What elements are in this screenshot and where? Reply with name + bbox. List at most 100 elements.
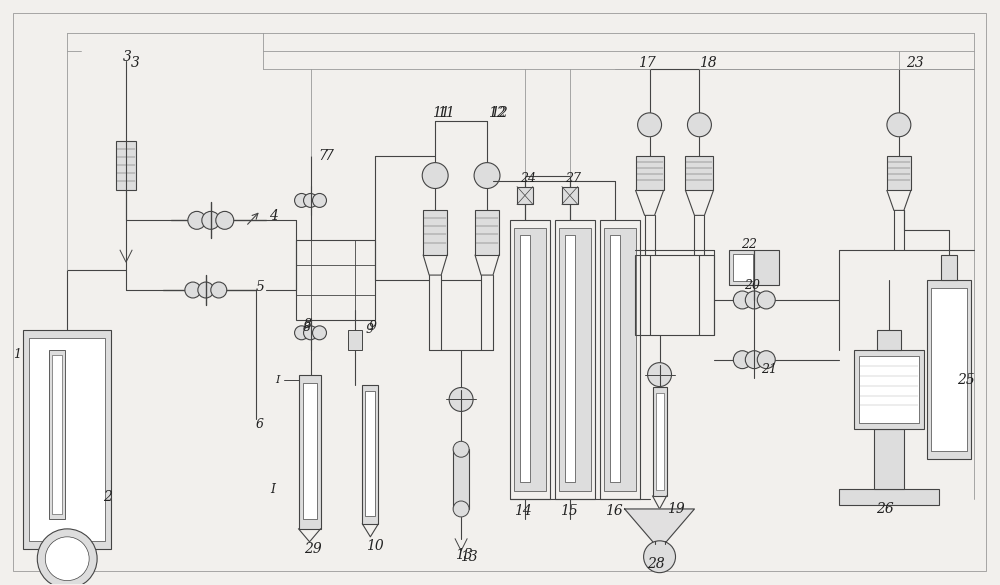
Circle shape (188, 211, 206, 229)
Bar (562, 187, 578, 204)
Bar (29, 338, 105, 541)
Bar (941, 255, 957, 280)
Bar (23, 330, 111, 549)
Text: 15: 15 (560, 504, 578, 518)
Circle shape (745, 291, 763, 309)
Bar (559, 228, 591, 491)
Text: 4: 4 (269, 209, 278, 223)
Text: 26: 26 (876, 502, 894, 516)
Bar (859, 356, 919, 424)
Text: I: I (271, 483, 276, 495)
Text: 21: 21 (761, 363, 777, 376)
Circle shape (313, 326, 326, 340)
Bar (729, 250, 779, 285)
Bar (475, 211, 499, 255)
Text: 14: 14 (514, 504, 532, 518)
Circle shape (887, 113, 911, 137)
Bar (116, 141, 136, 191)
Bar (636, 156, 664, 191)
Text: 29: 29 (305, 542, 322, 556)
Circle shape (745, 351, 763, 369)
Text: 9: 9 (365, 324, 373, 336)
Text: 11: 11 (432, 106, 450, 120)
Text: 3: 3 (131, 56, 140, 70)
Bar (296, 240, 375, 320)
Bar (604, 228, 636, 491)
Bar (52, 355, 62, 514)
Text: 3: 3 (123, 50, 132, 64)
Bar (656, 393, 664, 490)
Bar (653, 387, 667, 496)
Circle shape (304, 326, 318, 340)
Bar (931, 288, 967, 451)
Text: 7: 7 (319, 149, 327, 163)
Text: 11: 11 (437, 106, 455, 120)
Bar (733, 254, 753, 281)
Circle shape (45, 537, 89, 581)
Bar (839, 489, 939, 505)
Text: 16: 16 (605, 504, 622, 518)
Circle shape (687, 113, 711, 137)
Circle shape (37, 529, 97, 585)
Circle shape (648, 363, 672, 387)
Bar (514, 228, 546, 491)
Bar (610, 235, 620, 482)
Bar (927, 280, 971, 459)
Text: 27: 27 (565, 172, 581, 185)
Bar (348, 330, 362, 350)
Text: 17: 17 (638, 56, 655, 70)
Circle shape (185, 282, 201, 298)
Bar (600, 221, 640, 499)
Bar (517, 187, 533, 204)
Text: 13: 13 (460, 550, 478, 564)
Bar (365, 391, 375, 516)
Circle shape (216, 211, 234, 229)
Circle shape (733, 351, 751, 369)
Text: 18: 18 (699, 56, 717, 70)
Bar (510, 221, 550, 499)
Circle shape (211, 282, 227, 298)
Bar (685, 156, 713, 191)
Bar (423, 211, 447, 255)
Text: 12: 12 (490, 106, 508, 120)
Bar (874, 429, 904, 489)
Bar (520, 235, 530, 482)
Bar (362, 384, 378, 524)
Text: 8: 8 (303, 321, 311, 335)
Bar (635, 255, 714, 335)
Circle shape (453, 501, 469, 517)
Text: 6: 6 (256, 418, 264, 431)
Text: 2: 2 (103, 490, 112, 504)
Circle shape (453, 441, 469, 457)
Text: 25: 25 (957, 373, 974, 387)
Bar (299, 374, 320, 529)
Circle shape (638, 113, 662, 137)
Circle shape (202, 211, 220, 229)
Bar (453, 449, 469, 509)
Circle shape (422, 163, 448, 188)
Bar (877, 330, 901, 350)
Circle shape (757, 351, 775, 369)
Bar (49, 350, 65, 519)
Text: 9: 9 (368, 321, 376, 333)
Circle shape (644, 541, 676, 573)
Circle shape (313, 194, 326, 208)
Text: 28: 28 (647, 557, 664, 571)
Text: 13: 13 (455, 548, 473, 562)
Text: 1: 1 (13, 348, 21, 361)
Circle shape (733, 291, 751, 309)
Circle shape (198, 282, 214, 298)
Bar (565, 235, 575, 482)
Circle shape (295, 194, 309, 208)
Bar (887, 156, 911, 191)
Text: 23: 23 (906, 56, 924, 70)
Text: I: I (276, 374, 280, 384)
Circle shape (304, 194, 318, 208)
Text: 24: 24 (520, 172, 536, 185)
Text: 7: 7 (324, 149, 333, 163)
Bar (854, 350, 924, 429)
Circle shape (474, 163, 500, 188)
Circle shape (295, 326, 309, 340)
Polygon shape (625, 509, 694, 544)
Text: 20: 20 (744, 278, 760, 291)
